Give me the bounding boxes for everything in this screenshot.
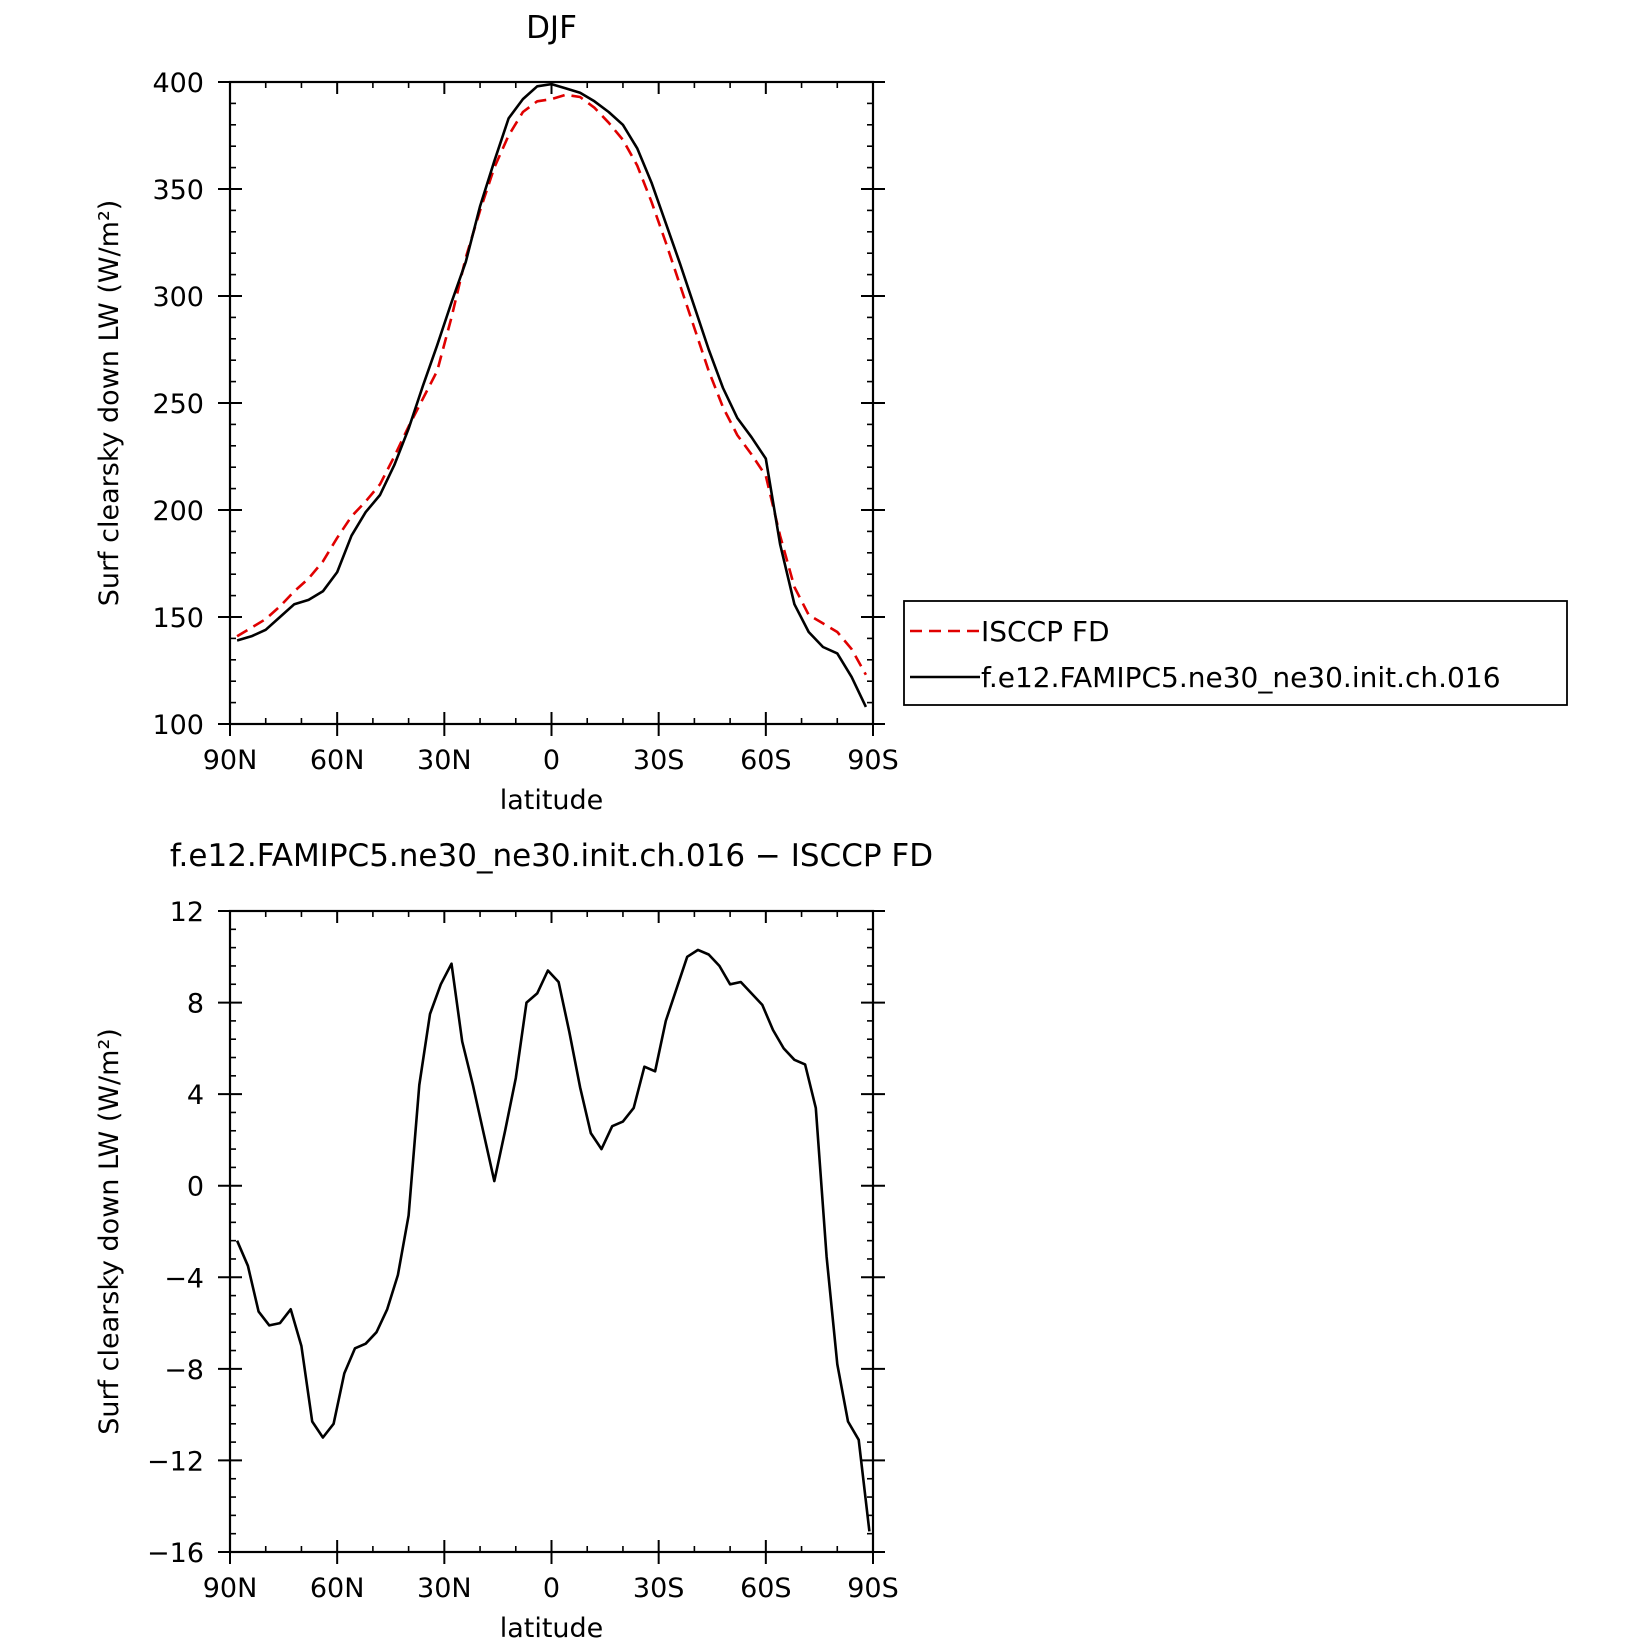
y-tick-label: 4 [187, 1080, 204, 1111]
series-line-0 [236, 93, 868, 676]
legend-entry-label: f.e12.FAMIPC5.ne30_ne30.init.ch.016 [981, 661, 1501, 694]
y-axis-label: Surf clearsky down LW (W/m²) [94, 1028, 125, 1435]
y-tick-label: 350 [152, 175, 204, 206]
y-tick-label: 250 [152, 389, 204, 420]
x-tick-label: 30N [417, 1573, 472, 1604]
y-tick-label: 8 [187, 989, 204, 1020]
bottom-panel-difference: f.e12.FAMIPC5.ne30_ne30.init.ch.016 − IS… [94, 838, 933, 1641]
x-tick-label: 30S [633, 745, 685, 776]
y-tick-label: 150 [152, 603, 204, 634]
y-tick-label: 100 [152, 710, 204, 741]
y-axis-label: Surf clearsky down LW (W/m²) [94, 200, 125, 607]
x-tick-label: 90S [847, 745, 899, 776]
legend: ISCCP FD f.e12.FAMIPC5.ne30_ne30.init.ch.… [903, 600, 1568, 706]
x-tick-label: 30N [417, 745, 472, 776]
x-tick-label: 60S [740, 1573, 792, 1604]
legend-box [903, 600, 1568, 706]
series-line-1 [236, 82, 868, 708]
y-tick-label: 300 [152, 282, 204, 313]
x-tick-label: 60N [310, 1573, 365, 1604]
chart-title: DJF [526, 10, 577, 46]
x-tick-label: 90S [847, 1573, 899, 1604]
y-tick-label: 400 [152, 68, 204, 99]
y-tick-label: −4 [164, 1263, 204, 1294]
y-tick-label: 12 [170, 897, 204, 928]
x-tick-label: 90N [203, 1573, 258, 1604]
x-tick-label: 60S [740, 745, 792, 776]
x-tick-label: 60N [310, 745, 365, 776]
top-panel-djf: DJF 90N 60N 30N 0 30S 60S 90S 100 150 200 250 300 350… [94, 10, 1568, 816]
legend-entry-label: ISCCP FD [981, 615, 1110, 648]
plot-frame [228, 80, 875, 726]
y-tick-label: −8 [164, 1355, 204, 1386]
x-tick-label: 0 [543, 1573, 560, 1604]
x-tick-label: 30S [633, 1573, 685, 1604]
x-tick-label: 0 [543, 745, 560, 776]
x-tick-label: 90N [203, 745, 258, 776]
chart-title: f.e12.FAMIPC5.ne30_ne30.init.ch.016 − IS… [170, 838, 933, 874]
y-tick-label: −12 [147, 1446, 204, 1477]
x-axis-label: latitude [500, 785, 604, 816]
y-tick-label: −16 [147, 1538, 204, 1569]
plot-frame [228, 909, 875, 1554]
series-line-0 [235, 948, 871, 1532]
y-tick-label: 0 [187, 1172, 204, 1203]
y-tick-label: 200 [152, 496, 204, 527]
x-axis-label: latitude [500, 1613, 604, 1641]
